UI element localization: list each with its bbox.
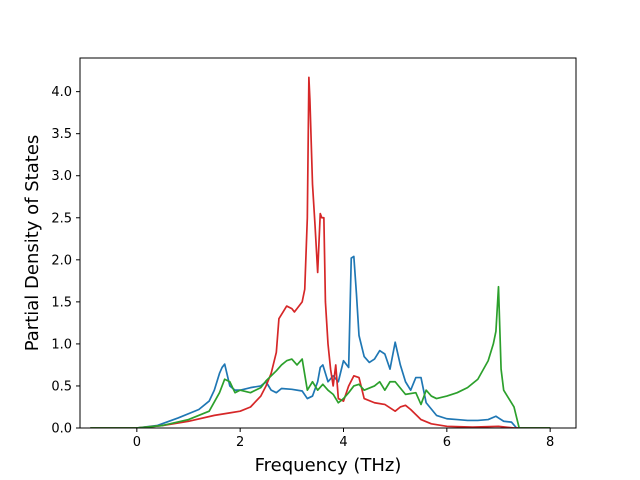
y-tick-label: 4.0 [51, 85, 72, 100]
y-tick-label: 2.0 [51, 253, 72, 268]
x-tick-label: 4 [339, 435, 347, 450]
x-axis-label: Frequency (THz) [255, 455, 402, 476]
y-axis-label: Partial Density of States [22, 135, 43, 352]
series-line-1 [90, 255, 551, 428]
x-tick-label: 0 [133, 435, 141, 450]
y-tick-label: 1.0 [51, 337, 72, 352]
x-tick-label: 6 [443, 435, 451, 450]
series-layer [90, 76, 551, 428]
y-axis: 0.0 0.5 1.0 1.5 2.0 2.5 3.0 3.5 4.0 [51, 85, 80, 437]
y-tick-label: 3.5 [51, 127, 72, 142]
y-tick-label: 0.0 [51, 422, 72, 437]
series-line-2 [90, 76, 551, 428]
series-line-3 [90, 285, 551, 428]
y-tick-label: 1.5 [51, 295, 72, 310]
y-tick-label: 0.5 [51, 379, 72, 394]
x-tick-label: 2 [236, 435, 244, 450]
y-tick-label: 2.5 [51, 211, 72, 226]
y-tick-label: 3.0 [51, 169, 72, 184]
x-tick-label: 8 [546, 435, 554, 450]
x-axis: 0 2 4 6 8 [133, 428, 554, 450]
plot-area-frame [79, 57, 577, 429]
